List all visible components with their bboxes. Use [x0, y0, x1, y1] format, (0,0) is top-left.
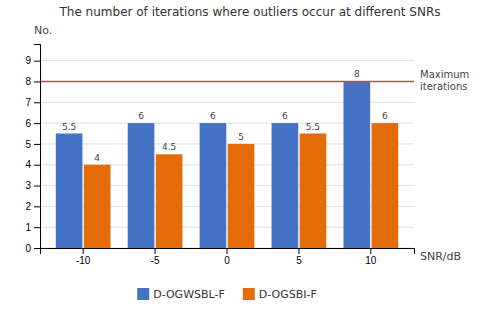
data-label: 6 [138, 111, 144, 121]
legend-label: D-OGWSBL-F [153, 288, 225, 301]
y-tick: 5 [25, 139, 40, 150]
bar [84, 165, 111, 248]
x-tick-mark [83, 248, 84, 254]
y-tick-label: 8 [25, 76, 31, 87]
y-tick-label: 1 [25, 222, 31, 233]
x-tick-label: 10 [365, 255, 377, 266]
x-axis-title: SNR/dB [420, 250, 461, 263]
bar [128, 123, 155, 248]
y-tick-mark [34, 61, 40, 62]
data-labels: 5.5 6 6 6 8 4 4.5 5 5.5 6 [62, 69, 388, 162]
x-tick-label: 0 [224, 255, 230, 266]
bar [272, 123, 299, 248]
title: The number of iterations where outliers … [58, 5, 440, 19]
y-tick: 7 [25, 97, 40, 108]
data-label: 5.5 [62, 122, 76, 132]
legend-label: D-OGSBI-F [259, 288, 317, 301]
bars [40, 81, 414, 248]
legend-item: D-OGWSBL-F [137, 288, 225, 301]
y-tick-label: 9 [25, 55, 31, 66]
y-tick: 2 [25, 201, 40, 212]
y-tick-label: 3 [25, 180, 31, 191]
bar-series [56, 81, 370, 248]
y-tick-mark [34, 248, 40, 249]
data-label: 5.5 [306, 122, 320, 132]
y-tick-mark [34, 144, 40, 145]
grid-line [40, 81, 414, 82]
bar-series [84, 123, 398, 248]
y-tick-label: 0 [25, 243, 31, 254]
y-tick-mark [34, 165, 40, 166]
y-axis: 0 1 2 3 4 5 6 7 8 9 [25, 45, 40, 254]
y-tick-mark [34, 81, 40, 82]
legend: D-OGWSBL-F D-OGSBI-F [137, 288, 317, 301]
y-tick-mark [34, 102, 40, 103]
y-tick-mark [34, 206, 40, 207]
x-tick: 5 [296, 248, 302, 266]
data-label: 5 [238, 132, 244, 142]
y-tick-label: 5 [25, 139, 31, 150]
y-tick: 8 [25, 76, 40, 87]
data-label: 6 [210, 111, 216, 121]
legend-item: D-OGSBI-F [243, 288, 317, 301]
y-tick-mark [34, 123, 40, 124]
bar [200, 123, 227, 248]
x-tick: -10 [76, 248, 91, 266]
x-tick-mark [227, 248, 228, 254]
legend-swatch [243, 288, 255, 300]
y-tick-label: 2 [25, 201, 31, 212]
bar [56, 134, 83, 248]
grid [40, 61, 414, 248]
y-axis-title: No. [34, 24, 52, 37]
plot-area: -10 -5 0 5 10 0 1 2 3 4 5 6 7 8 9 5.5 6 6 6 8 4 4.5 5 5.5 6 Maxim… [25, 24, 469, 266]
chart: -10 -5 0 5 10 0 1 2 3 4 5 6 7 8 9 5.5 6 6 6 8 4 4.5 5 5.5 6 Maxim… [0, 0, 500, 310]
bar [228, 144, 255, 248]
x-tick: 10 [365, 248, 377, 266]
x-tick: -5 [151, 248, 160, 266]
grid-line [40, 60, 414, 61]
y-tick: 9 [25, 55, 40, 66]
y-tick-mark [34, 186, 40, 187]
y-tick: 0 [25, 243, 40, 254]
y-tick: 6 [25, 118, 40, 129]
x-tick-label: 5 [296, 255, 302, 266]
x-tick-label: -10 [76, 255, 91, 266]
x-tick: 0 [224, 248, 230, 266]
data-label: 4.5 [162, 142, 176, 152]
bar [300, 134, 327, 248]
y-tick: 4 [25, 159, 40, 170]
reference-line [40, 81, 414, 83]
x-tick-label: -5 [151, 255, 160, 266]
x-axis-line [41, 249, 415, 255]
data-label: 6 [382, 111, 388, 121]
bar [372, 123, 399, 248]
data-label: 4 [94, 153, 100, 163]
reference-line-label: Maximumiterations [420, 69, 469, 92]
y-tick-label: 7 [25, 97, 31, 108]
y-tick-label: 6 [25, 118, 31, 129]
y-tick: 3 [25, 180, 40, 191]
y-tick: 1 [25, 222, 40, 233]
data-label: 6 [282, 111, 288, 121]
y-tick-label: 4 [25, 159, 31, 170]
x-tick-mark [370, 248, 371, 254]
x-tick-mark [298, 248, 299, 254]
bar [156, 154, 183, 248]
x-axis: -10 -5 0 5 10 [41, 248, 415, 266]
y-tick-mark [34, 227, 40, 228]
x-tick-mark [155, 248, 156, 254]
y-axis-line [34, 45, 41, 249]
legend-swatch [137, 288, 149, 300]
bar [343, 81, 370, 248]
data-label: 8 [354, 69, 360, 79]
